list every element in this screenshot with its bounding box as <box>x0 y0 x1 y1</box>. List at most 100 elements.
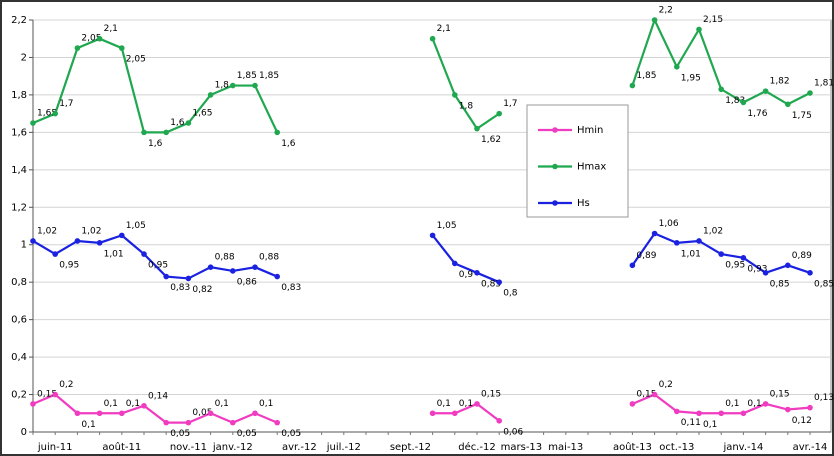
x-tick-label: avr.-12 <box>282 442 317 453</box>
data-point <box>52 391 58 398</box>
x-tick-label: janv.-14 <box>722 442 763 453</box>
data-label: 0,95 <box>59 261 79 271</box>
data-label: 1,01 <box>681 249 701 259</box>
legend-marker <box>552 163 558 170</box>
y-tick-label: 2 <box>21 52 27 63</box>
data-label: 1,05 <box>437 221 457 231</box>
data-label: 0,88 <box>259 253 279 263</box>
data-point <box>718 251 724 257</box>
y-tick-label: 0,4 <box>11 352 27 363</box>
data-label: 1,65 <box>37 109 57 119</box>
data-point <box>163 419 169 426</box>
data-point <box>674 240 680 246</box>
data-label: 2,05 <box>126 55 146 65</box>
data-label: 1,65 <box>192 109 212 119</box>
data-label: 2,05 <box>81 34 101 44</box>
data-label: 1,76 <box>747 109 767 119</box>
data-label: 0,93 <box>747 264 767 274</box>
data-point <box>674 408 680 415</box>
data-label: 0,1 <box>459 399 473 409</box>
data-label: 0,1 <box>104 399 118 409</box>
data-label: 0,14 <box>148 391 168 401</box>
data-point <box>274 129 281 136</box>
x-tick-label: mai-13 <box>548 442 583 453</box>
data-point <box>52 251 58 257</box>
x-tick-label: nov.-11 <box>170 442 207 453</box>
data-point <box>807 270 813 276</box>
data-label: 0,11 <box>681 418 701 428</box>
legend-marker <box>552 200 558 206</box>
data-label: 0,85 <box>770 279 790 289</box>
data-label: 1,85 <box>259 71 279 81</box>
data-point <box>252 410 258 417</box>
data-label: 2,1 <box>104 24 118 34</box>
data-point <box>785 262 791 269</box>
y-tick-label: 0,8 <box>11 277 27 288</box>
legend-label: Hmax <box>577 162 606 173</box>
data-label: 0,15 <box>636 389 656 399</box>
data-label: 0,1 <box>703 420 717 430</box>
data-point <box>141 402 147 409</box>
data-point <box>496 417 503 424</box>
data-label: 0,85 <box>814 279 834 289</box>
data-point <box>474 270 480 276</box>
y-tick-label: 1,4 <box>11 165 27 176</box>
data-label: 0,13 <box>814 393 834 403</box>
data-label: 1,6 <box>170 118 185 128</box>
legend-label: Hmin <box>577 125 603 136</box>
data-label: 1,62 <box>481 135 501 145</box>
data-label: 1,75 <box>792 111 812 121</box>
y-tick-label: 1,6 <box>11 127 27 138</box>
y-tick-label: 1,2 <box>11 202 27 213</box>
data-label: 0,05 <box>237 429 257 439</box>
data-point <box>696 238 702 244</box>
data-label: 0,1 <box>747 399 761 409</box>
legend-marker <box>552 127 558 133</box>
data-point <box>651 17 658 23</box>
y-tick-label: 0,6 <box>11 315 27 326</box>
data-label: 0,88 <box>215 253 235 263</box>
data-point <box>651 391 658 398</box>
x-tick-label: sept.-12 <box>390 442 431 453</box>
data-label: 1,85 <box>636 71 656 81</box>
data-point <box>674 64 680 70</box>
data-label: 1,81 <box>814 79 834 89</box>
data-label: 1,02 <box>703 226 723 236</box>
data-point <box>785 101 791 108</box>
data-point <box>740 410 747 417</box>
x-tick-label: août-11 <box>102 441 141 453</box>
y-tick-label: 1 <box>21 240 27 251</box>
data-label: 0,15 <box>770 389 790 399</box>
data-label: 1,02 <box>81 226 101 236</box>
data-label: 0,12 <box>792 416 812 426</box>
data-point <box>429 35 436 42</box>
data-label: 1,7 <box>59 99 73 109</box>
y-tick-label: 0,2 <box>11 390 27 401</box>
data-point <box>429 232 436 239</box>
data-point <box>185 275 192 282</box>
data-label: 0,95 <box>725 261 745 271</box>
data-label: 0,15 <box>481 389 501 399</box>
data-point <box>274 273 281 280</box>
data-label: 0,89 <box>636 251 656 261</box>
plot-area <box>32 19 832 433</box>
y-tick-label: 1,8 <box>11 90 27 101</box>
data-point <box>96 410 103 417</box>
data-point <box>740 99 747 106</box>
data-point <box>452 260 458 267</box>
data-point <box>207 264 214 271</box>
data-point <box>119 232 125 239</box>
x-tick-label: janv.-12 <box>212 442 253 453</box>
data-point <box>252 264 258 271</box>
data-label: 0,1 <box>215 399 229 409</box>
data-point <box>429 410 436 417</box>
data-point <box>474 401 480 407</box>
data-label: 1,01 <box>104 249 124 259</box>
data-label: 0,15 <box>37 389 57 399</box>
legend-label: Hs <box>577 198 590 209</box>
data-point <box>274 419 281 426</box>
data-point <box>52 110 58 117</box>
data-point <box>496 110 503 117</box>
x-tick-label: oct.-13 <box>659 442 694 453</box>
